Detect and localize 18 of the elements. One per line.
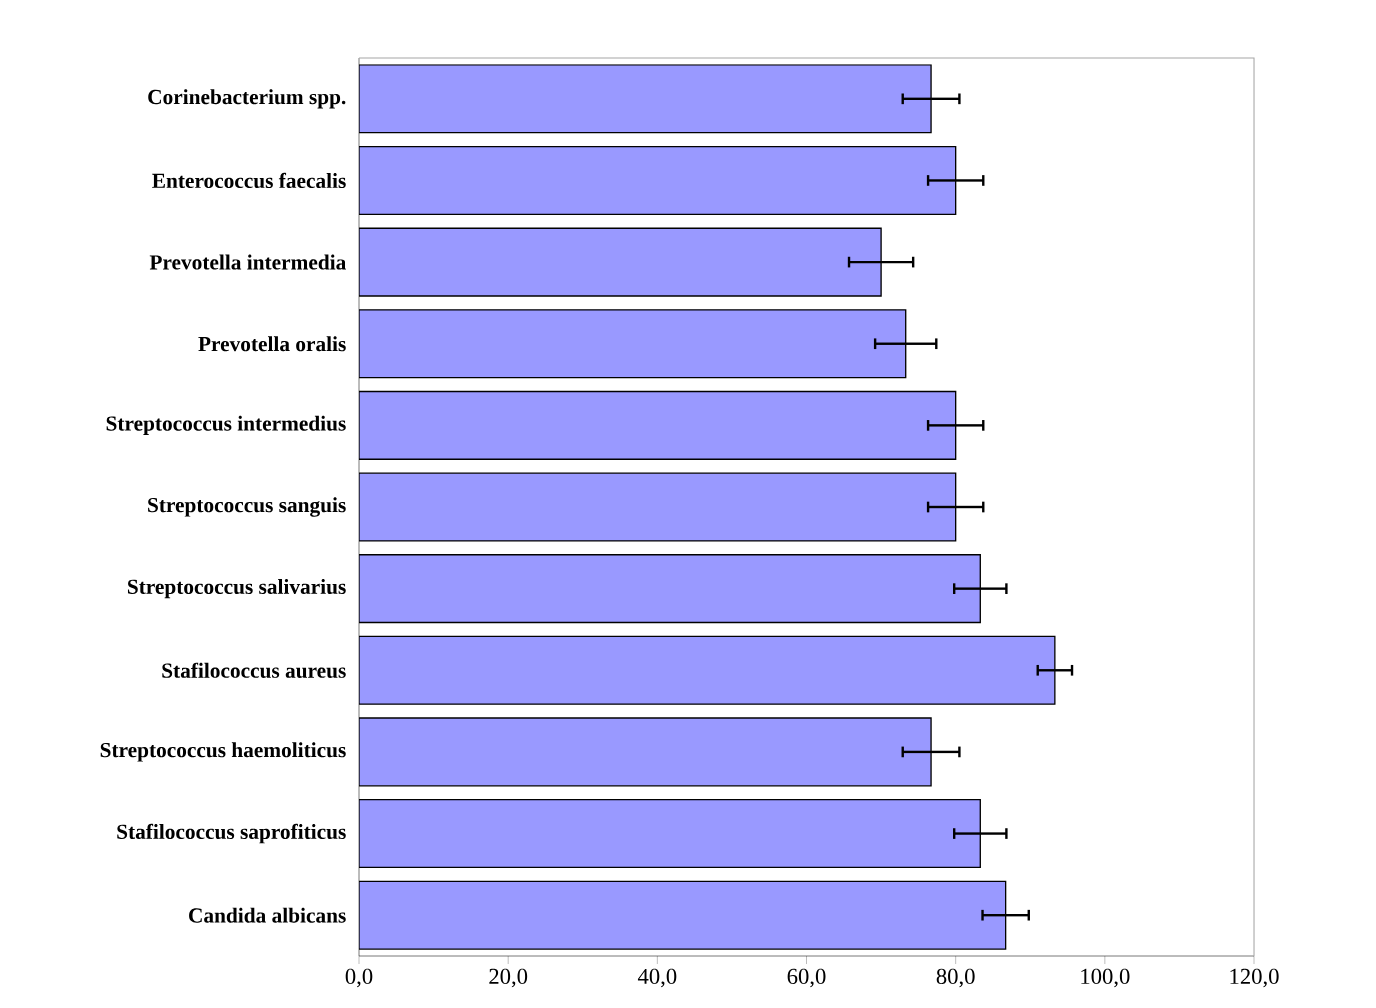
x-tick-label: 120,0 (1230, 968, 1279, 988)
x-tick-label: 40,0 (637, 968, 677, 988)
x-tick-label: 80,0 (936, 968, 975, 988)
y-tick-label: Enterococcus faecalis (152, 172, 346, 189)
y-tick-label: Stafilococcus saprofiticus (117, 823, 346, 844)
y-tick-label: Prevotella intermedia (149, 254, 346, 270)
y-tick-label: Streptococcus haemoliticus (100, 742, 346, 762)
y-tick-label: Corinebacterium spp. (148, 89, 346, 109)
y-tick-label: Stafilococcus aureus (162, 662, 346, 678)
x-tick-label: 0,0 (345, 968, 373, 988)
y-tick-label: Prevotella oralis (198, 336, 346, 352)
y-tick-label: Streptococcus sanguis (148, 497, 346, 517)
y-tick-label: Streptococcus intermedius (106, 415, 346, 436)
y-tick-label: Streptococcus salivarius (127, 578, 346, 599)
x-tick-label: 100,0 (1081, 968, 1130, 988)
x-tick-label: 20,0 (489, 968, 528, 988)
x-tick-label: 60,0 (787, 968, 826, 988)
y-tick-label: Candida albicans (189, 907, 346, 923)
